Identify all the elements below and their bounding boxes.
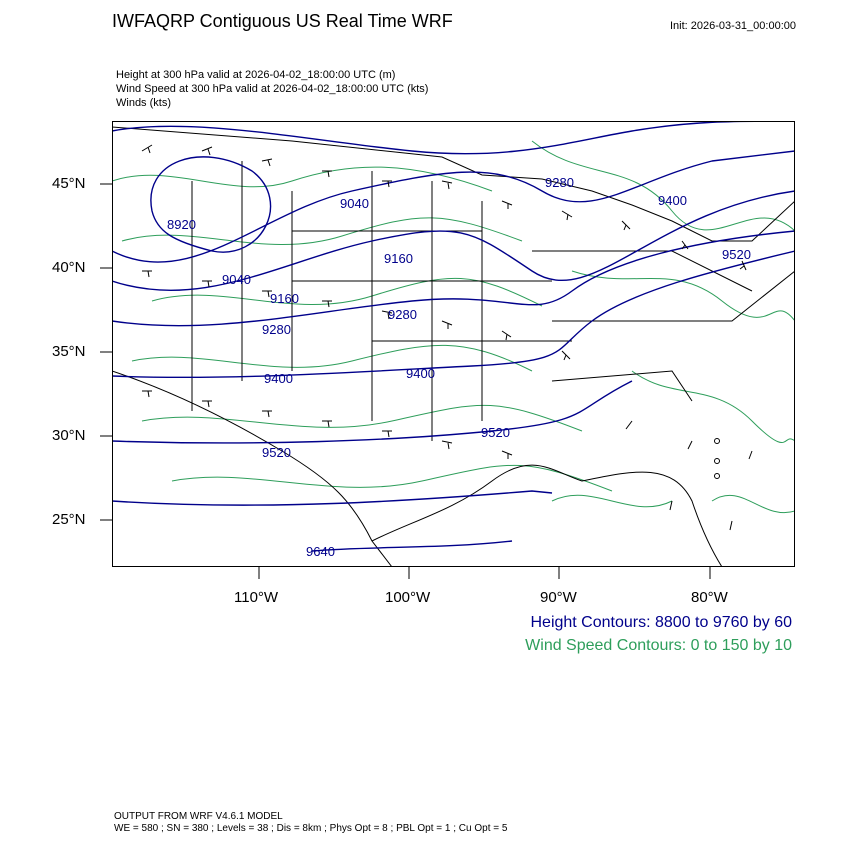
contour-label: 9280 [388,307,417,322]
model-footer: OUTPUT FROM WRF V4.6.1 MODEL WE = 580 ; … [114,811,507,835]
lat-label: 40°N [52,259,86,276]
lon-label: 90°W [540,589,577,606]
contour-label: 8920 [167,217,196,232]
lon-label: 100°W [385,589,431,606]
init-time-label: Init: 2026-03-31_00:00:00 [670,20,796,32]
lat-label: 35°N [52,343,86,360]
lat-label: 45°N [52,175,86,192]
field-descriptions: Height at 300 hPa valid at 2026-04-02_18… [116,68,428,110]
wind-speed-field-label: Wind Speed at 300 hPa valid at 2026-04-0… [116,83,429,95]
contour-label: 9400 [658,193,687,208]
contour-label: 9400 [406,366,435,381]
lat-label: 30°N [52,427,86,444]
contour-label: 9520 [481,425,510,440]
contour-label: 9160 [270,291,299,306]
model-config-label: WE = 580 ; SN = 380 ; Levels = 38 ; Dis … [114,823,508,834]
winds-field-label: Winds (kts) [116,97,171,109]
lon-ticks [258,567,711,579]
map-plot: 8920 9040 9280 9400 9160 9040 9160 9280 … [112,121,795,567]
height-field-label: Height at 300 hPa valid at 2026-04-02_18… [116,69,396,81]
contour-label: 9280 [262,322,291,337]
lon-label: 110°W [234,589,279,606]
wind-barbs [141,144,753,531]
lat-label: 25°N [52,511,86,528]
political-boundaries [112,126,795,567]
contour-label: 9400 [264,371,293,386]
lon-label: 80°W [691,589,728,606]
contour-label: 9280 [545,175,574,190]
contour-label: 9520 [722,247,751,262]
contour-label: 9160 [384,251,413,266]
height-contour-labels: 8920 9040 9280 9400 9160 9040 9160 9280 … [167,175,751,559]
plot-title: IWFAQRP Contiguous US Real Time WRF [112,11,453,31]
contour-label: 9520 [262,445,291,460]
contour-label: 9640 [306,544,335,559]
contour-label: 9040 [340,196,369,211]
wind-contour-legend: Wind Speed Contours: 0 to 150 by 10 [525,637,792,654]
wind-speed-contours [112,140,795,514]
lat-ticks [100,183,112,521]
model-version-label: OUTPUT FROM WRF V4.6.1 MODEL [114,811,283,822]
contour-label: 9040 [222,272,251,287]
height-contour-legend: Height Contours: 8800 to 9760 by 60 [530,614,792,631]
height-contours [112,121,795,552]
